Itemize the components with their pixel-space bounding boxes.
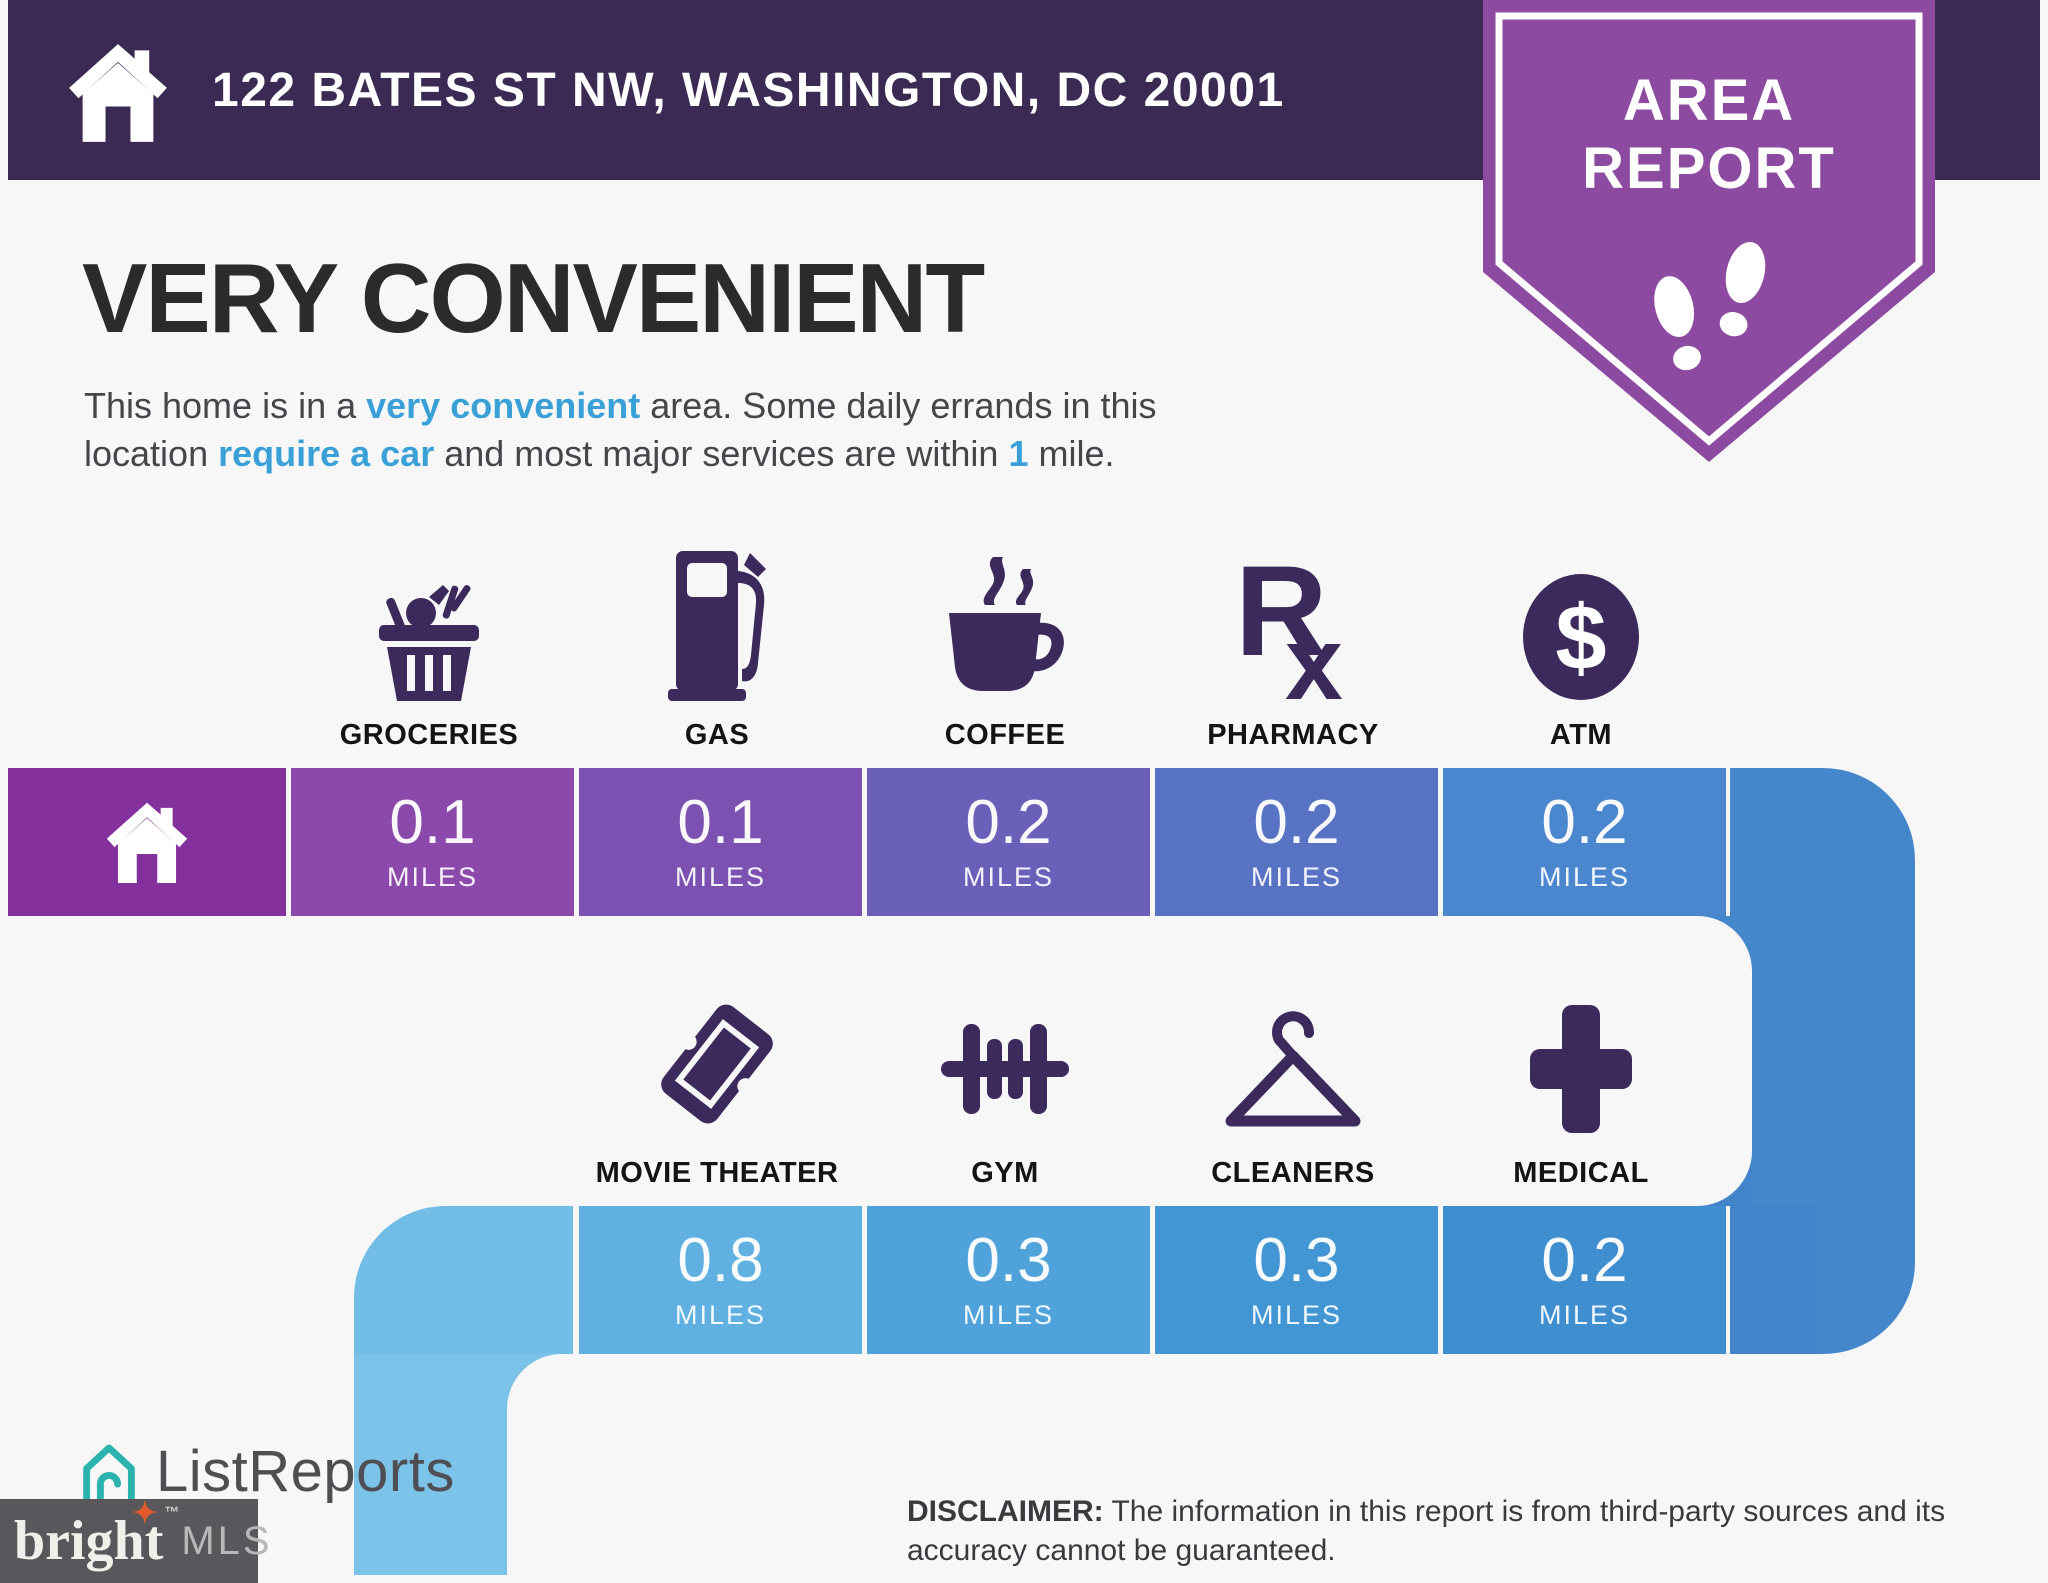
rx-icon: R x [1235,549,1343,701]
place-atm: $ ATM [1437,540,1725,752]
dumbbell-icon [941,1024,1069,1114]
distance-value: 0.2 [1541,787,1628,857]
svg-text:x: x [1285,606,1343,701]
distance-unit: MILES [386,861,479,892]
distance-cell-gas: 0.1 MILES [579,768,862,916]
place-medical: MEDICAL [1437,978,1725,1190]
ticket-icon [661,1004,773,1124]
place-coffee: COFFEE [861,540,1149,752]
footprints-icon [1654,242,1766,371]
distance-cell-coffee: 0.2 MILES [867,768,1150,916]
place-label: MOVIE THEATER [595,1157,839,1189]
badge-line1: AREA [1623,68,1795,133]
place-label: PHARMACY [1207,719,1379,751]
distance-unit: MILES [1250,861,1343,892]
property-address: 122 BATES ST NW, WASHINGTON, DC 20001 [212,63,1285,117]
distance-value: 0.3 [1253,1225,1340,1295]
place-gas: GAS [573,540,861,752]
place-groceries: GROCERIES [285,540,573,752]
svg-text:$: $ [1555,587,1606,689]
place-gym: GYM [861,978,1149,1190]
distance-unit: MILES [962,1299,1055,1330]
route-origin-home [8,768,286,916]
route-row1-endcap [1730,768,1815,916]
intro-paragraph: This home is in a very convenient area. … [84,385,1157,474]
page-title: VERY CONVENIENT [82,243,985,353]
distance-unit: MILES [674,861,767,892]
intro-highlight-3: 1 [1008,432,1029,474]
place-label: MEDICAL [1513,1157,1649,1189]
bright-wordmark: bright ✦ ™ [14,1497,180,1572]
distance-value: 0.1 [677,787,764,857]
distance-value: 0.3 [965,1225,1052,1295]
distance-unit: MILES [1538,861,1631,892]
intro-highlight-1: very convenient [366,385,641,426]
distance-cell-groceries: 0.1 MILES [291,768,574,916]
badge-line2: REPORT [1582,136,1836,201]
disclaimer-label: DISCLAIMER: [907,1495,1104,1528]
listreports-logo: ListReports [78,1438,455,1505]
distance-cell-medical: 0.2 MILES [1443,1206,1726,1354]
place-label: CLEANERS [1211,1157,1375,1189]
home-icon [69,44,167,142]
distance-value: 0.2 [965,787,1052,857]
distance-cell-cleaners: 0.3 MILES [1155,1206,1438,1354]
disclaimer: DISCLAIMER: The information in this repo… [907,1492,2002,1570]
gas-pump-icon [668,551,766,701]
cross-icon [1530,1005,1632,1133]
coffee-icon [949,557,1064,691]
distance-cell-pharmacy: 0.2 MILES [1155,768,1438,916]
distance-value: 0.2 [1541,1225,1628,1295]
place-movie-theater: MOVIE THEATER [573,978,861,1190]
distance-unit: MILES [1538,1299,1631,1330]
intro-text: This home is in a [84,385,367,426]
route-inner-corner [507,1354,562,1409]
listreports-wordmark: ListReports [156,1439,455,1504]
place-label: GYM [971,1157,1039,1189]
home-icon [106,802,188,883]
dollar-icon: $ [1523,574,1639,700]
place-label: COFFEE [944,719,1066,751]
place-label: ATM [1549,719,1613,751]
distance-value: 0.8 [677,1225,764,1295]
mls-wordmark: MLS [181,1518,273,1563]
place-pharmacy: R x PHARMACY [1149,540,1437,752]
route-row2-leftcap [354,1206,573,1354]
trademark-symbol: ™ [164,1504,180,1521]
route-inner-corner [1697,916,1752,971]
place-label: GROCERIES [339,719,519,751]
route-inner-corner [1697,1151,1752,1206]
house-outline-icon [83,1443,135,1503]
distance-cell-atm: 0.2 MILES [1443,768,1726,916]
distance-cell-gym: 0.3 MILES [867,1206,1150,1354]
place-cleaners: CLEANERS [1149,978,1437,1190]
hanger-icon [1225,1011,1361,1127]
route-row2-endcap [1730,1206,1815,1354]
distance-unit: MILES [674,1299,767,1330]
svg-text:R: R [1235,549,1327,683]
bright-mls-logo: bright ✦ ™ MLS [0,1497,270,1583]
distance-value: 0.2 [1253,787,1340,857]
distance-unit: MILES [1250,1299,1343,1330]
distance-cell-movie-theater: 0.8 MILES [579,1206,862,1354]
disclaimer-text: The information in this report is from t… [907,1495,1946,1567]
area-report-badge: AREA REPORT [1483,0,1935,462]
distance-unit: MILES [962,861,1055,892]
distance-value: 0.1 [389,787,476,857]
place-label: GAS [684,719,750,751]
intro-highlight-2: require a car [218,432,435,474]
groceries-icon [379,585,479,701]
bright-star-icon: ✦ [132,1497,158,1530]
